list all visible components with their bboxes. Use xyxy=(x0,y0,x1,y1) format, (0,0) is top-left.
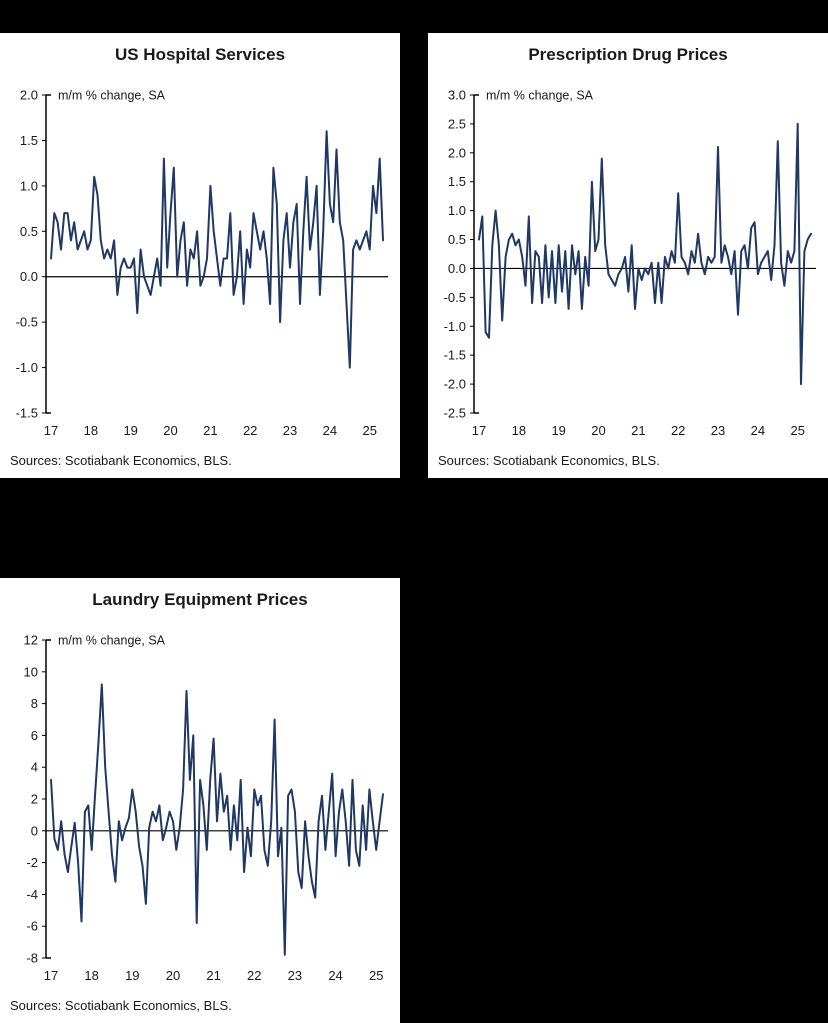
chart-title: Prescription Drug Prices xyxy=(528,45,728,64)
y-tick-label: 0.0 xyxy=(448,261,466,276)
y-tick-label: -1.5 xyxy=(444,348,466,363)
axis-units-note: m/m % change, SA xyxy=(58,89,166,103)
x-tick-label: 19 xyxy=(123,423,137,438)
x-tick-label: 20 xyxy=(591,423,605,438)
x-tick-label: 19 xyxy=(125,968,139,983)
chart-panel-us-hospital-services: US Hospital Services 2.0 1.5 1.0 0.5 0.0 -0.5… xyxy=(0,33,400,478)
data-line xyxy=(50,130,384,369)
x-tick-label: 22 xyxy=(247,968,261,983)
y-tick-label: -4 xyxy=(26,887,38,902)
y-tick-label: -2.0 xyxy=(444,377,466,392)
chart-canvas: 2.0 1.5 1.0 0.5 0.0 -0.5 -1.0 -1.5 17 18 19 20 21 22 2… xyxy=(16,88,388,438)
y-tick-label: -6 xyxy=(26,919,38,934)
y-tick-label: -2.5 xyxy=(444,406,466,421)
x-tick-label: 23 xyxy=(288,968,302,983)
y-tick-label: 12 xyxy=(24,633,38,648)
y-tick-label: 2.0 xyxy=(448,145,466,160)
y-tick-label: 0 xyxy=(31,823,38,838)
y-tick-label: 0.5 xyxy=(20,224,38,239)
sources-note: Sources: Scotiabank Economics, BLS. xyxy=(438,453,660,468)
y-tick-label: -1.0 xyxy=(444,319,466,334)
y-tick-label: 2 xyxy=(31,792,38,807)
x-tick-label: 21 xyxy=(203,423,217,438)
x-tick-label: 18 xyxy=(84,968,98,983)
y-tick-label: 1.0 xyxy=(20,178,38,193)
y-tick-label: 6 xyxy=(31,728,38,743)
y-tick-label: -1.0 xyxy=(16,360,38,375)
y-tick-label: 1.5 xyxy=(20,133,38,148)
x-tick-label: 17 xyxy=(472,423,486,438)
y-tick-label: -1.5 xyxy=(16,406,38,421)
axis-units-note: m/m % change, SA xyxy=(58,634,166,648)
x-tick-label: 18 xyxy=(512,423,526,438)
x-tick-label: 21 xyxy=(631,423,645,438)
x-tick-label: 24 xyxy=(751,423,765,438)
x-tick-label: 22 xyxy=(243,423,257,438)
chart-title: Laundry Equipment Prices xyxy=(92,590,308,609)
x-tick-label: 25 xyxy=(369,968,383,983)
y-tick-label: -8 xyxy=(26,951,38,966)
x-tick-label: 23 xyxy=(283,423,297,438)
data-line xyxy=(50,683,384,956)
y-tick-label: 1.0 xyxy=(448,203,466,218)
x-tick-label: 21 xyxy=(206,968,220,983)
axis-units-note: m/m % change, SA xyxy=(486,89,594,103)
y-tick-label: -0.5 xyxy=(444,290,466,305)
x-tick-label: 20 xyxy=(166,968,180,983)
y-tick-label: 10 xyxy=(24,664,38,679)
y-tick-label: 4 xyxy=(31,760,38,775)
y-tick-label: 0.5 xyxy=(448,232,466,247)
y-tick-label: 2.0 xyxy=(20,88,38,103)
chart-title: US Hospital Services xyxy=(114,45,286,64)
y-tick-label: 8 xyxy=(31,696,38,711)
x-tick-label: 19 xyxy=(551,423,565,438)
data-line xyxy=(478,122,812,386)
y-tick-label: 3.0 xyxy=(448,88,466,103)
y-tick-label: 1.5 xyxy=(448,174,466,189)
x-tick-label: 17 xyxy=(44,968,58,983)
chart-canvas: 3.0 2.5 2.0 1.5 1.0 0.5 0.0 -0.5 -1.0 -1.5 -2.0 -2.… xyxy=(444,88,816,438)
y-tick-label: 2.5 xyxy=(448,116,466,131)
y-tick-label: -0.5 xyxy=(16,315,38,330)
chart-panel-laundry-equipment-prices: Laundry Equipment Prices 12 10 8 6 4 2 0 -2 -4 -6… xyxy=(0,578,400,1023)
chart-panel-prescription-drug-prices: Prescription Drug Prices 3.0 2.5 2.0 1.5 1.0… xyxy=(428,33,828,478)
x-tick-label: 24 xyxy=(323,423,337,438)
sources-note: Sources: Scotiabank Economics, BLS. xyxy=(10,453,232,468)
x-tick-label: 25 xyxy=(362,423,376,438)
x-tick-label: 18 xyxy=(84,423,98,438)
x-tick-label: 24 xyxy=(328,968,342,983)
x-tick-label: 17 xyxy=(44,423,58,438)
x-tick-label: 22 xyxy=(671,423,685,438)
x-tick-label: 25 xyxy=(790,423,804,438)
sources-note: Sources: Scotiabank Economics, BLS. xyxy=(10,998,232,1013)
y-tick-label: -2 xyxy=(26,855,38,870)
x-tick-label: 20 xyxy=(163,423,177,438)
y-tick-label: 0.0 xyxy=(20,269,38,284)
x-tick-label: 23 xyxy=(711,423,725,438)
